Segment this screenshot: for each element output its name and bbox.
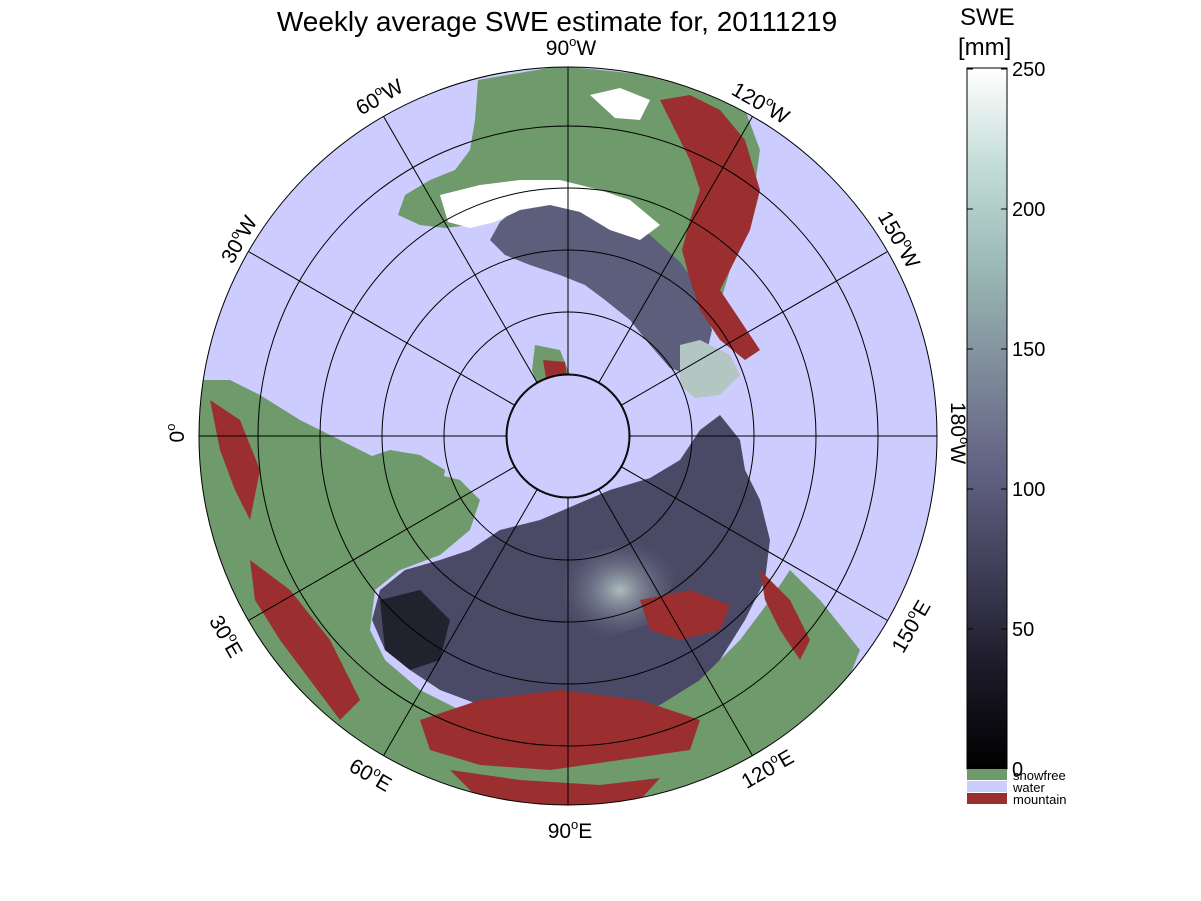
kamchatka-mountains	[760, 570, 810, 660]
legend-swatch-mountain	[967, 793, 1007, 804]
eurasia-snowfree-land	[199, 380, 860, 805]
colorbar-tick-label: 200	[1012, 199, 1045, 221]
legend-swatch-snowfree	[967, 769, 1007, 780]
himalaya-tibet-mountains	[420, 690, 700, 770]
alps-caucasus-mountains	[250, 560, 360, 720]
colorbar-title-unit: [mm]	[958, 34, 1011, 61]
colorbar-tick-label: 100	[1012, 479, 1045, 501]
north-america-deep-snow	[680, 340, 740, 398]
legend-label-water: water	[1012, 780, 1045, 795]
colorbar-title-swe: SWE	[960, 4, 1015, 31]
category-legend: snowfree water mountain	[967, 768, 1066, 807]
chart-title: Weekly average SWE estimate for, 2011121…	[277, 6, 837, 37]
colorbar-gradient	[966, 67, 1008, 770]
scandinavian-mountains	[210, 400, 260, 520]
lon-label-180w: 180oW	[946, 402, 972, 464]
colorbar: SWE [mm] 0 50 100 150 200 250 snowfree water …	[958, 4, 1066, 807]
lon-label-90w: 90oW	[546, 34, 597, 60]
colorbar-tick-label: 250	[1012, 59, 1045, 81]
lon-label-0: 0o	[163, 424, 189, 443]
east-asia-mountains	[450, 770, 660, 805]
polar-map: 90oW 120oW 150oW 180oW 150oE 120oE 90oE …	[163, 34, 972, 843]
colorbar-tick-label: 50	[1012, 619, 1034, 641]
colorbar-tick-label: 0	[1012, 759, 1023, 781]
siberian-mountains	[640, 590, 730, 640]
snow-patch-hudson	[440, 180, 660, 240]
scandinavia-land	[360, 450, 445, 505]
legend-label-mountain: mountain	[1013, 792, 1066, 807]
colorbar-ticks: 0 50 100 150 200 250	[967, 59, 1045, 781]
lon-label-90e: 90oE	[548, 817, 593, 843]
snow-patch-arctic	[590, 88, 650, 120]
north-america-snow	[490, 185, 712, 375]
eurasia-dark-snow	[380, 590, 450, 670]
legend-swatch-water	[967, 781, 1007, 792]
lon-label-30e: 30oE	[204, 610, 249, 662]
colorbar-tick-label: 150	[1012, 339, 1045, 361]
rocky-mountains	[660, 95, 760, 360]
polar-cap	[506, 374, 630, 498]
legend-label-snowfree: snowfree	[1013, 768, 1066, 783]
map-border	[198, 66, 938, 806]
